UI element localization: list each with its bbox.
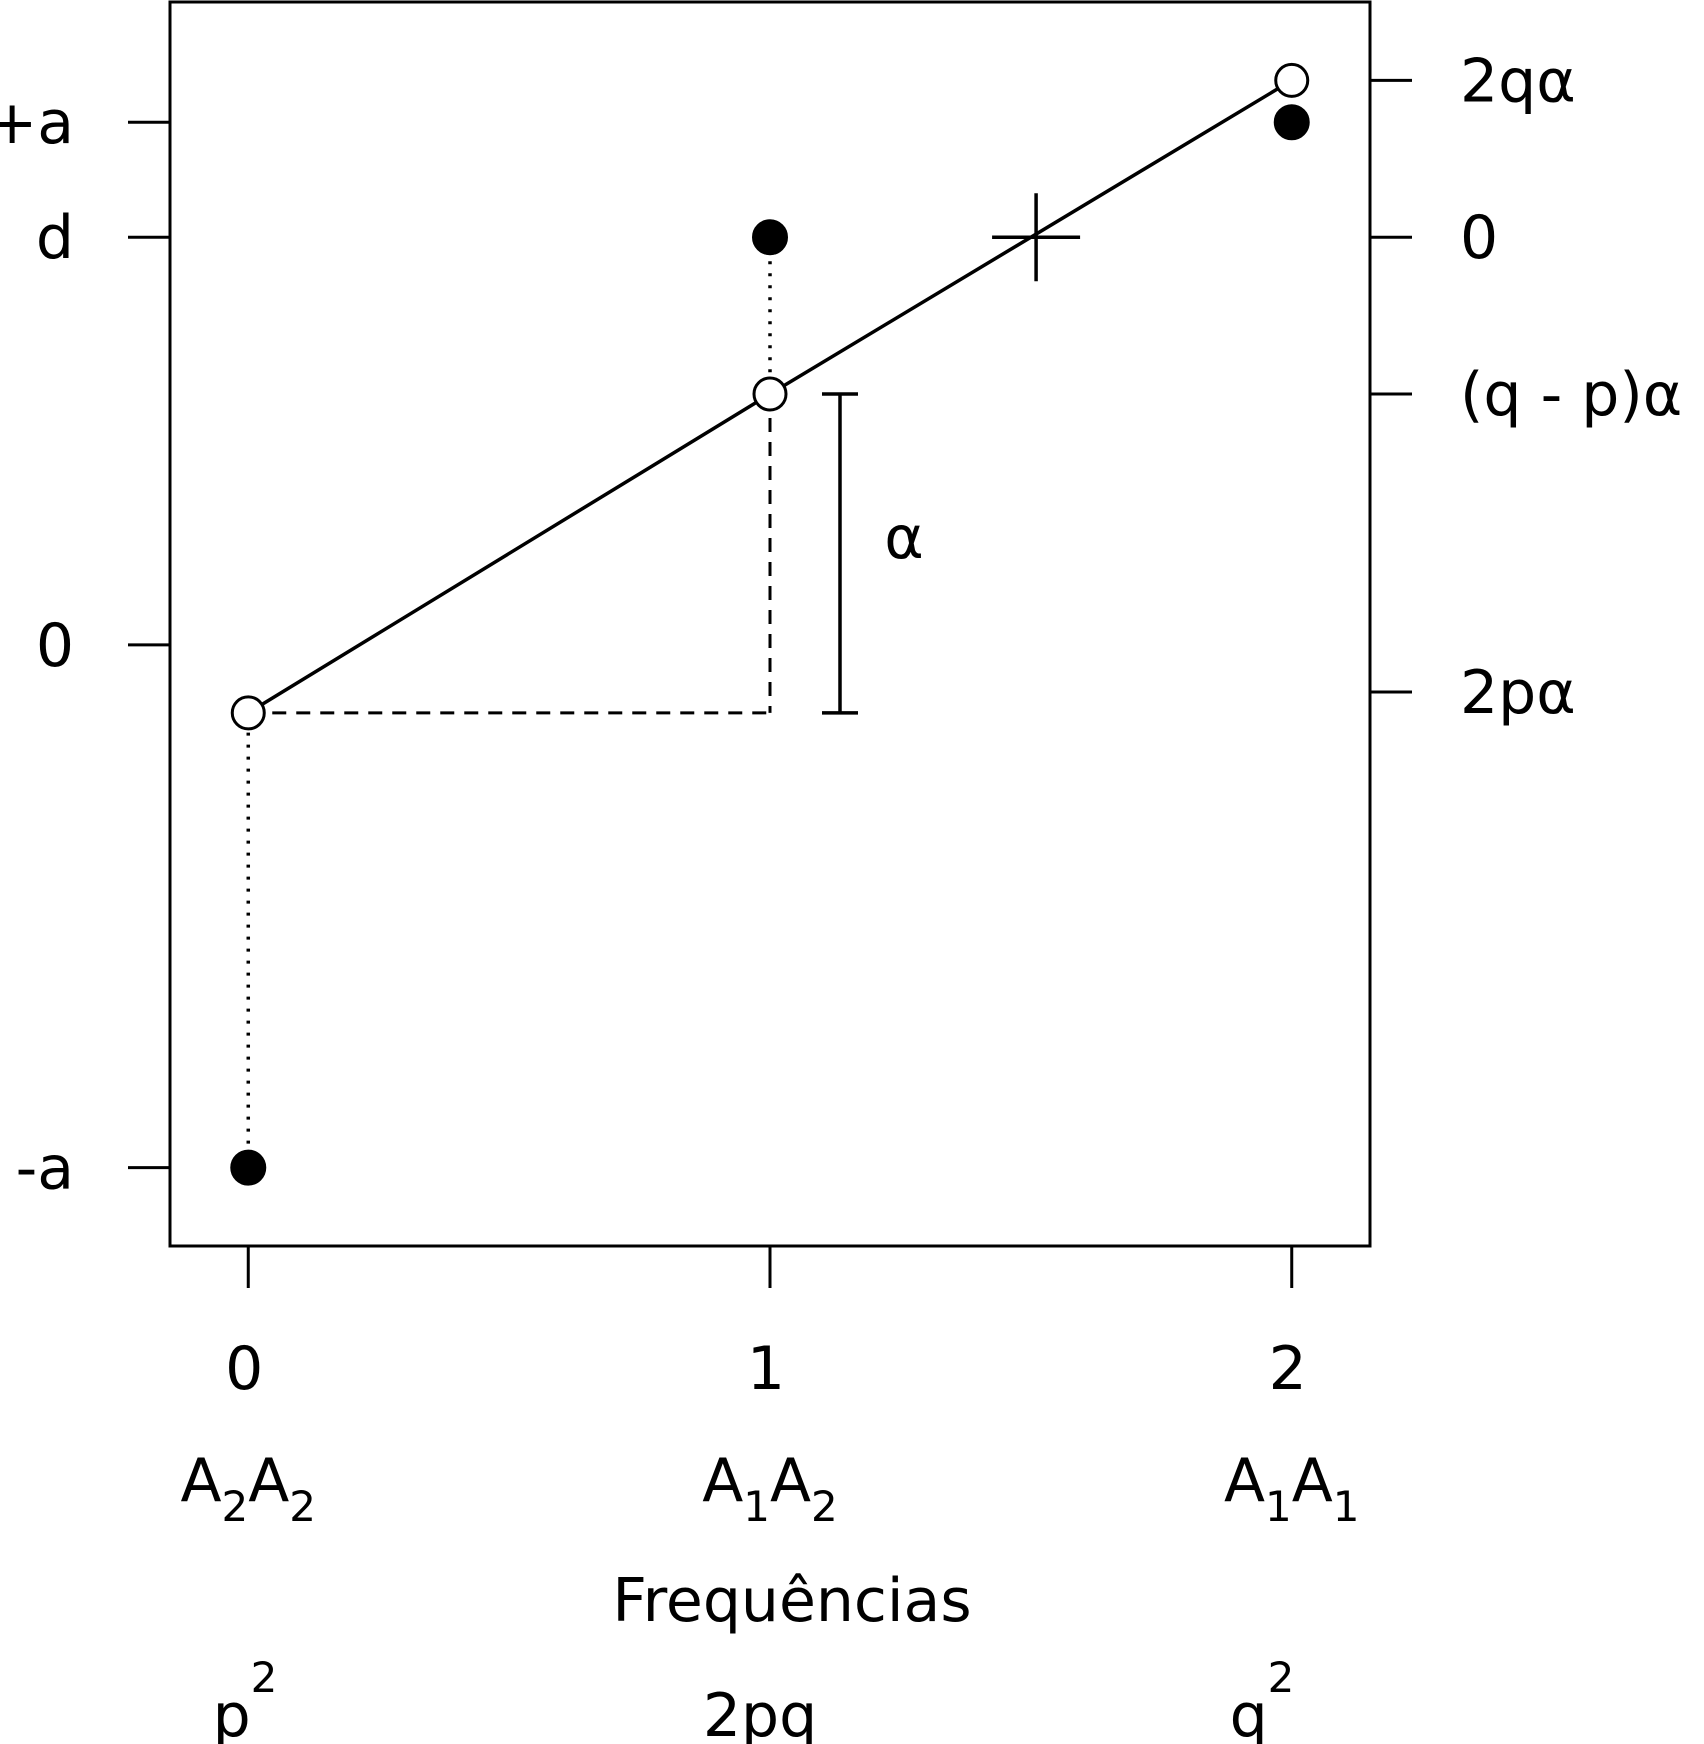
- genotype-label-2: A1A1: [1224, 1446, 1360, 1531]
- breeding-value-point-0: [230, 695, 266, 731]
- genotype-subscript: 1: [743, 1482, 770, 1531]
- frequency-base: q: [1230, 1681, 1268, 1744]
- left-tick-label-3: -a: [16, 1134, 74, 1204]
- genotype-subscript: 1: [1265, 1482, 1292, 1531]
- frequency-base: 2pq: [703, 1681, 817, 1744]
- frequency-label-1: 2pq: [703, 1681, 817, 1744]
- x-tick-label-2: 2: [1269, 1334, 1307, 1404]
- genotype-label-1: A1A2: [702, 1446, 838, 1531]
- x-tick-label-0: 0: [225, 1334, 263, 1404]
- frequency-superscript: 2: [1268, 1653, 1295, 1702]
- right-tick-label-3: 2pα: [1460, 658, 1576, 728]
- genotype-subscript: 1: [1333, 1482, 1360, 1531]
- genotype-letter: A: [1292, 1446, 1333, 1516]
- right-tick-label-1: 0: [1460, 203, 1498, 273]
- genotype-subscript: 2: [222, 1482, 249, 1531]
- genotype-letter: A: [180, 1446, 221, 1516]
- breeding-value-point-1: [752, 376, 788, 412]
- right-tick-label-2: (q - p)α: [1460, 360, 1682, 430]
- genotypic-value-point-0: [230, 1149, 267, 1186]
- breeding-value-point-2: [1274, 62, 1310, 98]
- genotype-letter: A: [248, 1446, 289, 1516]
- left-tick-label-0: +a: [0, 88, 74, 158]
- right-tick-label-0: 2qα: [1460, 46, 1576, 116]
- genotype-label-0: A2A2: [180, 1446, 316, 1531]
- frequency-label-2: q2: [1230, 1653, 1295, 1744]
- genotypic-value-point-1: [752, 219, 788, 256]
- genotype-subscript: 2: [811, 1482, 838, 1531]
- genotypic-value-point-2: [1273, 104, 1310, 141]
- frequency-base: p: [213, 1681, 251, 1744]
- x-axis-title: Frequências: [612, 1566, 971, 1636]
- frequency-superscript: 2: [251, 1653, 278, 1702]
- left-tick-label-2: 0: [36, 611, 74, 681]
- genotype-letter: A: [702, 1446, 743, 1516]
- genotype-letter: A: [1224, 1446, 1265, 1516]
- genotype-letter: A: [770, 1446, 811, 1516]
- left-tick-label-1: d: [36, 203, 74, 273]
- alpha-label: α: [884, 503, 924, 573]
- genotype-subscript: 2: [289, 1482, 316, 1531]
- frequency-label-0: p2: [213, 1653, 278, 1744]
- x-tick-label-1: 1: [747, 1334, 785, 1404]
